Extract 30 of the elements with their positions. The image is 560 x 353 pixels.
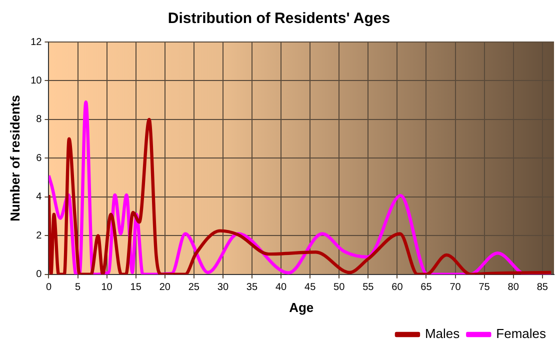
x-tick-label: 20 (159, 282, 171, 294)
x-tick-label: 35 (246, 282, 258, 294)
y-tick-label: 10 (30, 75, 42, 86)
y-tick-label: 2 (36, 230, 42, 242)
y-axis-title: Number of residents (7, 94, 22, 222)
y-tick-label: 8 (36, 114, 42, 126)
y-tick-label: 6 (36, 152, 42, 164)
chart-title: Distribution of Residents' Ages (168, 10, 390, 28)
x-tick-label: 55 (362, 282, 374, 294)
x-tick-label: 65 (420, 282, 432, 294)
x-tick-label: 10 (101, 282, 113, 294)
x-tick-label: 25 (188, 282, 200, 294)
y-tick-label: 4 (36, 192, 42, 203)
x-tick-label: 50 (334, 282, 346, 294)
x-tick-label: 85 (536, 282, 548, 294)
x-tick-label: 30 (217, 282, 229, 294)
y-tick-label: 0 (36, 269, 42, 280)
y-tick-label: 12 (30, 36, 42, 48)
x-tick-label: 15 (130, 282, 142, 294)
legend-label: Females (496, 326, 546, 342)
x-tick-label: 45 (304, 282, 316, 294)
x-tick-label: 0 (46, 282, 52, 294)
x-tick-label: 70 (450, 282, 462, 294)
legend-label: Males (424, 326, 460, 342)
x-axis-title: Age (289, 300, 314, 315)
x-tick-label: 5 (74, 282, 81, 294)
x-tick-label: 80 (508, 282, 520, 294)
x-tick-label: 60 (392, 282, 404, 294)
x-tick-label: 75 (478, 282, 490, 294)
x-tick-label: 40 (275, 282, 288, 294)
